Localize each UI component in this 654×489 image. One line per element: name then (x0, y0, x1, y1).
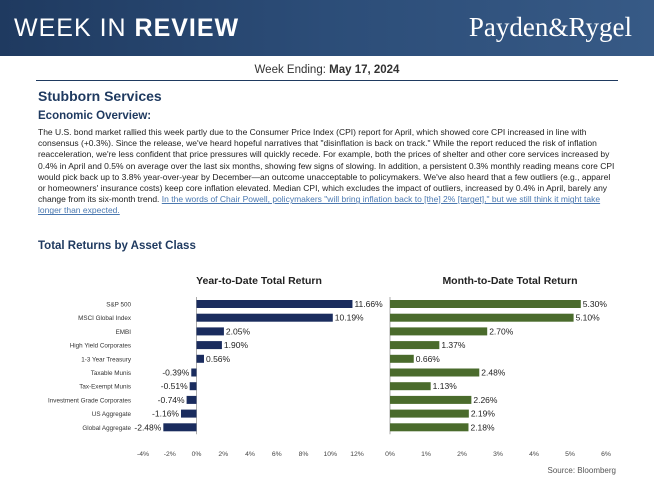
bar-mtd-3 (390, 341, 440, 350)
data-label-ytd-9: -2.48% (134, 422, 161, 432)
data-label-mtd-1: 5.10% (576, 313, 601, 323)
bar-mtd-9 (390, 423, 469, 432)
bar-ytd-2 (196, 327, 224, 336)
bar-mtd-7 (390, 395, 472, 404)
data-label-ytd-6: -0.51% (161, 381, 188, 391)
logo-left: Payden (468, 12, 549, 42)
data-label-ytd-8: -1.16% (152, 409, 179, 419)
category-label-1: MSCI Global Index (78, 315, 132, 322)
data-label-mtd-6: 1.13% (433, 381, 458, 391)
category-label-4: 1-3 Year Treasury (81, 356, 132, 363)
tick-label-ytd-8: 12% (350, 451, 364, 458)
bar-ytd-6 (189, 382, 197, 391)
logo-amp: & (548, 13, 569, 42)
source-note: Source: Bloomberg (547, 466, 616, 475)
data-label-mtd-2: 2.70% (489, 326, 514, 336)
bar-ytd-4 (196, 354, 204, 363)
article-title: Stubborn Services (38, 88, 162, 104)
charts-section-title: Total Returns by Asset Class (38, 240, 196, 252)
bar-ytd-7 (186, 395, 197, 404)
title-bold: REVIEW (134, 14, 240, 42)
category-label-8: US Aggregate (92, 411, 132, 418)
tick-label-mtd-3: 3% (493, 451, 503, 458)
divider (36, 80, 618, 81)
data-label-ytd-4: 0.56% (206, 354, 231, 364)
tick-label-mtd-0: 0% (385, 451, 395, 458)
category-label-5: Taxable Munis (91, 370, 131, 377)
powell-link[interactable]: In the words of Chair Powell, policymake… (38, 194, 601, 216)
data-label-ytd-5: -0.39% (162, 368, 189, 378)
chart-title-mtd: Month-to-Date Total Return (442, 275, 577, 287)
article-body: The U.S. bond market rallied this week p… (38, 127, 618, 217)
bar-ytd-5 (191, 368, 197, 377)
category-label-3: High Yield Corporates (70, 343, 131, 350)
week-ending: Week Ending: May 17, 2024 (0, 64, 654, 76)
bar-ytd-1 (196, 313, 333, 322)
bar-mtd-1 (390, 313, 574, 322)
logo-right: Rygel (568, 12, 632, 42)
company-logo: Payden&Rygel (469, 12, 632, 43)
week-date: May 17, 2024 (329, 64, 400, 76)
publication-title: WEEK IN REVIEW (14, 14, 239, 43)
tick-label-ytd-5: 6% (272, 451, 282, 458)
data-label-ytd-3: 1.90% (224, 340, 249, 350)
tick-label-mtd-2: 2% (457, 451, 467, 458)
tick-label-ytd-4: 4% (245, 451, 255, 458)
category-label-6: Tax-Exempt Munis (79, 384, 131, 391)
data-label-ytd-1: 10.19% (335, 313, 364, 323)
tick-label-ytd-7: 10% (323, 451, 337, 458)
body-text: The U.S. bond market rallied this week p… (38, 127, 615, 205)
category-label-7: Investment Grade Corporates (48, 397, 131, 404)
tick-label-ytd-1: -2% (164, 451, 176, 458)
category-label-9: Global Aggregate (82, 425, 131, 432)
bar-mtd-0 (390, 300, 581, 308)
charts-area: Year-to-Date Total Return 11.66% S&P 500 10… (48, 275, 611, 458)
section-subtitle: Economic Overview: (38, 110, 152, 122)
bar-mtd-5 (390, 368, 480, 377)
bar-mtd-8 (390, 409, 469, 418)
bar-ytd-8 (180, 409, 197, 418)
bar-ytd-3 (196, 341, 222, 350)
header-banner: WEEK IN REVIEW Payden&Rygel (0, 0, 654, 56)
tick-label-mtd-6: 6% (601, 451, 611, 458)
category-label-0: S&P 500 (106, 302, 131, 309)
week-label: Week Ending: (254, 64, 330, 76)
tick-label-ytd-6: 8% (299, 451, 309, 458)
data-label-mtd-5: 2.48% (481, 368, 506, 378)
tick-label-mtd-4: 4% (529, 451, 539, 458)
bar-ytd-9 (163, 423, 197, 432)
tick-label-ytd-0: -4% (137, 451, 149, 458)
data-label-ytd-7: -0.74% (158, 395, 185, 405)
data-label-ytd-0: 11.66% (354, 299, 383, 309)
tick-label-ytd-3: 2% (218, 451, 228, 458)
data-label-mtd-0: 5.30% (583, 299, 608, 309)
bar-ytd-0 (196, 300, 353, 308)
data-label-ytd-2: 2.05% (226, 326, 251, 336)
bar-mtd-4 (390, 354, 414, 363)
data-label-mtd-9: 2.18% (470, 422, 495, 432)
title-light: WEEK IN (14, 14, 135, 42)
data-label-mtd-8: 2.19% (471, 409, 496, 419)
category-label-2: EMBI (116, 329, 132, 336)
tick-label-mtd-5: 5% (565, 451, 575, 458)
tick-label-ytd-2: 0% (192, 451, 202, 458)
tick-label-mtd-1: 1% (421, 451, 431, 458)
data-label-mtd-7: 2.26% (473, 395, 498, 405)
bar-mtd-2 (390, 327, 488, 336)
data-label-mtd-4: 0.66% (416, 354, 441, 364)
chart-title-ytd: Year-to-Date Total Return (196, 275, 322, 287)
data-label-mtd-3: 1.37% (441, 340, 466, 350)
bar-mtd-6 (390, 382, 431, 391)
